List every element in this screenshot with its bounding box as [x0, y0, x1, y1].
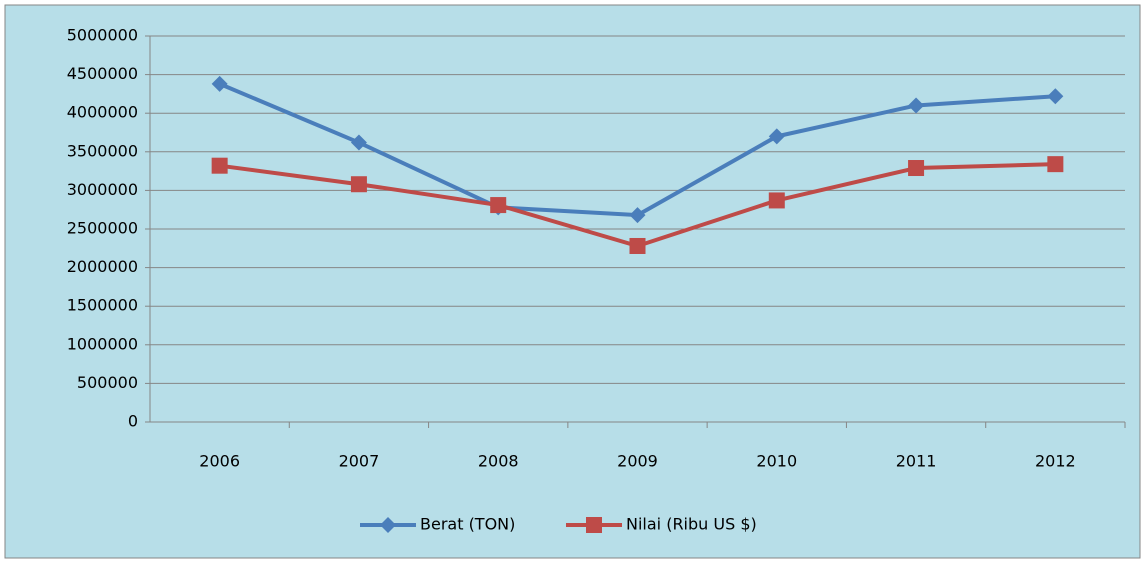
x-tick-label: 2011 — [896, 452, 937, 471]
x-tick-label: 2007 — [339, 452, 380, 471]
x-tick-label: 2006 — [199, 452, 240, 471]
y-tick-label: 1500000 — [67, 296, 138, 315]
data-point — [490, 197, 507, 214]
y-tick-label: 4000000 — [67, 103, 138, 122]
chart-background — [4, 4, 1141, 559]
data-point — [211, 157, 228, 174]
y-tick-label: 5000000 — [67, 26, 138, 45]
data-point — [629, 207, 646, 224]
data-point — [350, 176, 367, 193]
y-tick-label: 1000000 — [67, 334, 138, 353]
x-tick-label: 2010 — [756, 452, 797, 471]
legend-label: Berat (TON) — [420, 515, 515, 534]
data-point — [1047, 88, 1064, 105]
y-tick-label: 2000000 — [67, 257, 138, 276]
y-tick-label: 500000 — [77, 373, 138, 392]
x-tick-label: 2008 — [478, 452, 519, 471]
legend-marker — [380, 517, 396, 533]
legend-marker — [586, 517, 602, 533]
data-point — [350, 134, 367, 151]
data-point — [768, 192, 785, 209]
y-tick-label: 4500000 — [67, 64, 138, 83]
x-tick-label: 2012 — [1035, 452, 1076, 471]
y-tick-label: 3000000 — [67, 180, 138, 199]
data-point — [908, 160, 925, 177]
y-tick-label: 0 — [128, 412, 138, 431]
data-point — [768, 128, 785, 145]
x-tick-label: 2009 — [617, 452, 658, 471]
data-point — [1047, 156, 1064, 173]
legend-label: Nilai (Ribu US $) — [626, 515, 757, 534]
data-point — [908, 97, 925, 114]
y-tick-label: 3500000 — [67, 141, 138, 160]
y-tick-label: 2500000 — [67, 219, 138, 238]
data-point — [629, 237, 646, 254]
data-point — [211, 75, 228, 92]
